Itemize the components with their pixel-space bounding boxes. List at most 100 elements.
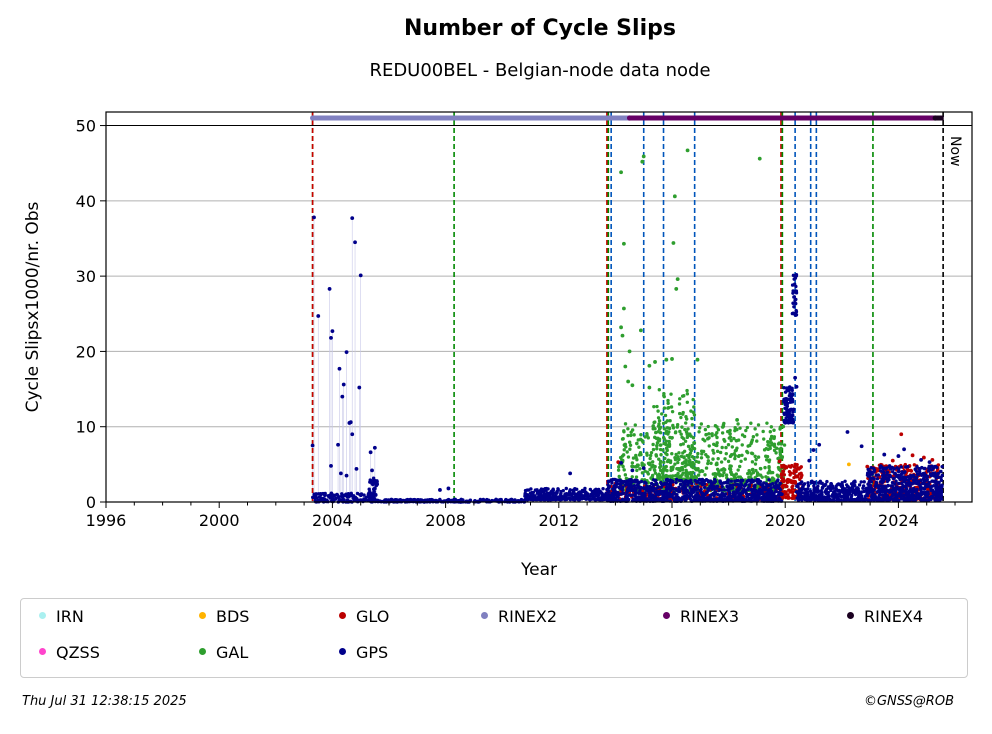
gal-point: [736, 454, 741, 459]
gps-point: [726, 478, 730, 482]
gal-point: [653, 360, 657, 364]
gal-point: [621, 453, 626, 457]
gps-point: [576, 497, 580, 501]
gps-point: [890, 470, 895, 474]
gps-point: [690, 481, 694, 486]
gps-point: [836, 482, 841, 486]
gps-point: [652, 498, 657, 503]
gps-point: [370, 468, 374, 473]
gal-point: [743, 457, 747, 461]
gal-point: [685, 388, 689, 393]
gps-point: [314, 492, 318, 496]
glo-point: [797, 472, 802, 476]
gal-point: [656, 430, 660, 434]
gal-point: [703, 473, 707, 477]
gps-point: [566, 492, 570, 497]
gps-point: [668, 478, 672, 482]
gps-point: [898, 473, 903, 477]
gps-point: [368, 450, 373, 455]
gal-point: [705, 454, 709, 459]
gps-point: [862, 497, 866, 501]
gps-point: [684, 498, 688, 502]
glo-point: [865, 464, 870, 469]
gps-point: [832, 492, 836, 496]
gal-point: [695, 357, 700, 362]
gps-point: [654, 481, 659, 486]
gps-point: [564, 486, 568, 491]
gps-point: [818, 493, 822, 497]
gps-point: [613, 477, 617, 482]
gps-point: [371, 476, 376, 480]
gps-point: [709, 480, 713, 484]
gal-point: [765, 421, 769, 425]
gps-point: [676, 498, 681, 503]
gps-point: [383, 498, 388, 502]
gal-point: [710, 432, 714, 436]
gal-point: [623, 473, 628, 477]
gps-point: [616, 492, 620, 496]
gal-point: [660, 412, 664, 416]
gps-point: [316, 314, 321, 318]
gps-point: [912, 493, 916, 498]
gps-point: [895, 466, 899, 470]
gal-point: [750, 438, 755, 442]
gps-point: [718, 493, 722, 497]
gal-point: [749, 421, 753, 425]
gal-point: [667, 426, 672, 431]
glo-point: [796, 466, 800, 470]
gal-point: [651, 424, 655, 428]
gps-point: [584, 491, 588, 495]
gal-point: [630, 475, 634, 479]
gal-point: [665, 452, 669, 457]
gal-point: [666, 443, 670, 448]
gal-point: [740, 443, 744, 447]
gps-point: [794, 272, 799, 277]
gal-point: [679, 415, 683, 420]
gal-point: [690, 464, 694, 469]
gps-point: [629, 493, 633, 497]
gps-point: [901, 484, 905, 488]
gal-point: [645, 431, 649, 436]
gps-point: [922, 481, 926, 485]
gal-point: [698, 426, 702, 430]
gal-point: [647, 462, 652, 467]
gps-point: [682, 485, 687, 489]
gal-point: [651, 442, 655, 447]
gps-point: [318, 492, 323, 496]
gps-point: [930, 468, 934, 472]
gps-point: [338, 471, 343, 476]
gal-point: [673, 462, 677, 466]
gal-point: [636, 438, 640, 442]
gal-point: [629, 433, 633, 438]
gps-point: [342, 493, 346, 498]
gal-point: [764, 475, 768, 479]
gal-point: [653, 471, 658, 475]
gps-point: [930, 464, 934, 468]
gps-point: [816, 496, 820, 500]
gal-point: [658, 468, 663, 473]
gal-point: [696, 473, 701, 477]
gal-point: [666, 398, 670, 403]
gps-point: [619, 487, 623, 491]
gps-point: [730, 494, 735, 499]
now-label: Now: [947, 136, 963, 167]
gal-point: [671, 426, 676, 430]
gps-point: [606, 480, 611, 484]
gps-point: [814, 494, 818, 498]
gal-point: [736, 468, 740, 472]
legend-label: IRN: [56, 607, 84, 626]
glo-point: [792, 496, 796, 500]
gal-point: [622, 306, 626, 311]
glo-point: [906, 468, 910, 472]
gps-point: [939, 469, 943, 474]
gal-point: [626, 433, 630, 438]
gal-point: [666, 474, 670, 479]
glo-point: [785, 478, 789, 483]
gal-point: [706, 461, 710, 466]
gps-point: [683, 479, 687, 484]
gps-point: [891, 492, 895, 497]
gps-point: [734, 496, 738, 501]
gps-point: [890, 480, 895, 485]
gps-point: [893, 492, 898, 497]
gps-point: [730, 486, 735, 490]
